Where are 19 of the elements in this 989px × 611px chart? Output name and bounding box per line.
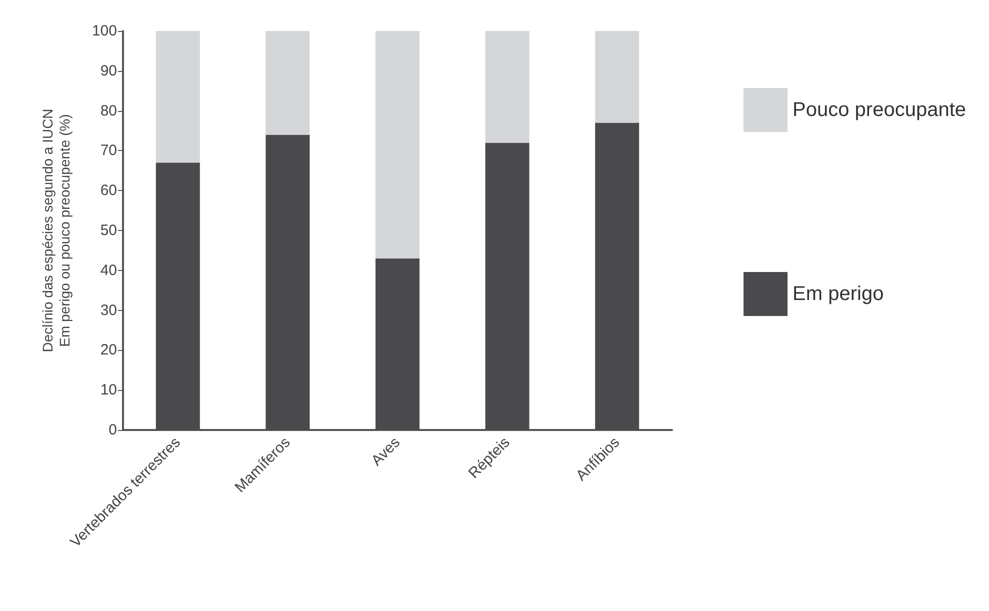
- bar: [376, 31, 420, 258]
- y-tick-label: 50: [100, 222, 117, 239]
- y-axis-title: Declínio das espécies segundo a IUCN Em perigo ou pouco preocupente (%): [40, 108, 72, 352]
- bar: [266, 31, 310, 135]
- legend-label: Pouco preocupante: [792, 99, 966, 121]
- y-tick-label: 80: [100, 102, 117, 120]
- bar: [156, 31, 200, 163]
- y-tick-label: 0: [108, 422, 117, 438]
- bar: [485, 31, 530, 143]
- y-tick-label: 30: [100, 302, 117, 319]
- bar: [595, 31, 640, 123]
- y-tick-label: 100: [92, 22, 117, 40]
- y-tick-label: 90: [100, 62, 117, 80]
- y-tick-label: 20: [100, 342, 117, 359]
- legend-label: Em perigo: [792, 283, 884, 305]
- y-tick-label: 10: [100, 382, 117, 399]
- y-tick-label: 60: [100, 182, 117, 200]
- y-tick-label: 70: [100, 142, 117, 160]
- y-tick-label: 40: [100, 262, 117, 279]
